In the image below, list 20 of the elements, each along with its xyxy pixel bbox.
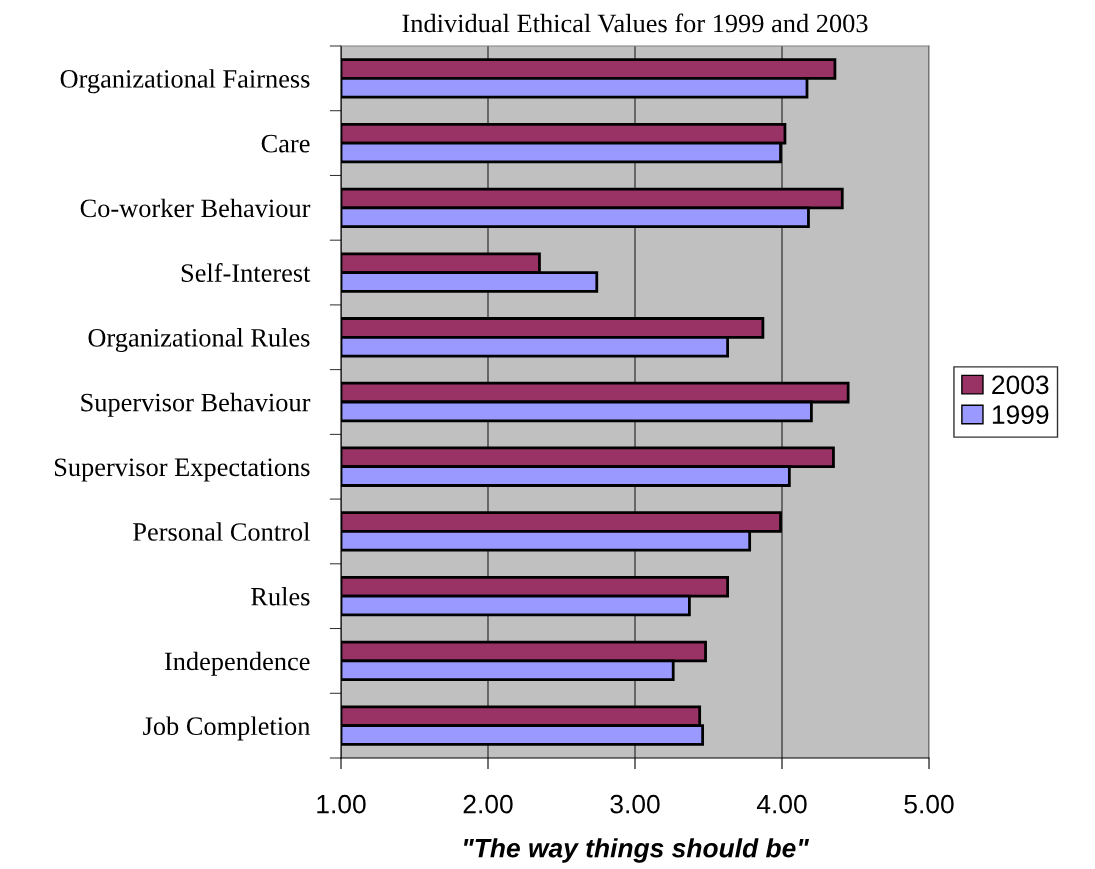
- y-tick-label: Job Completion: [143, 716, 311, 741]
- y-tick-label: Organizational Fairness: [60, 69, 310, 94]
- chart-title: Individual Ethical Values for 1999 and 2003: [402, 13, 868, 33]
- y-tick-label: Supervisor Behaviour: [81, 392, 311, 417]
- x-axis-title: "The way things should be": [464, 838, 810, 863]
- y-tick-label: Independence: [164, 651, 310, 676]
- legend-label: 1999: [992, 405, 1049, 425]
- y-tick-label: Self-Interest: [181, 263, 311, 282]
- x-tick-label: 1.00: [317, 794, 366, 814]
- x-tick-label: 5.00: [904, 794, 954, 814]
- y-tick-label: Personal Control: [133, 522, 310, 541]
- x-tick-label: 4.00: [756, 794, 807, 814]
- y-tick-label: Rules: [251, 587, 310, 606]
- x-tick-label: 3.00: [610, 794, 660, 814]
- y-tick-label: Organizational Rules: [88, 328, 310, 353]
- legend-label: 2003: [992, 375, 1049, 395]
- y-tick-label: Co-worker Behaviour: [80, 198, 311, 218]
- x-tick-label: 2.00: [463, 794, 513, 814]
- y-tick-label: Care: [261, 134, 310, 153]
- y-tick-label: Supervisor Expectations: [54, 458, 310, 482]
